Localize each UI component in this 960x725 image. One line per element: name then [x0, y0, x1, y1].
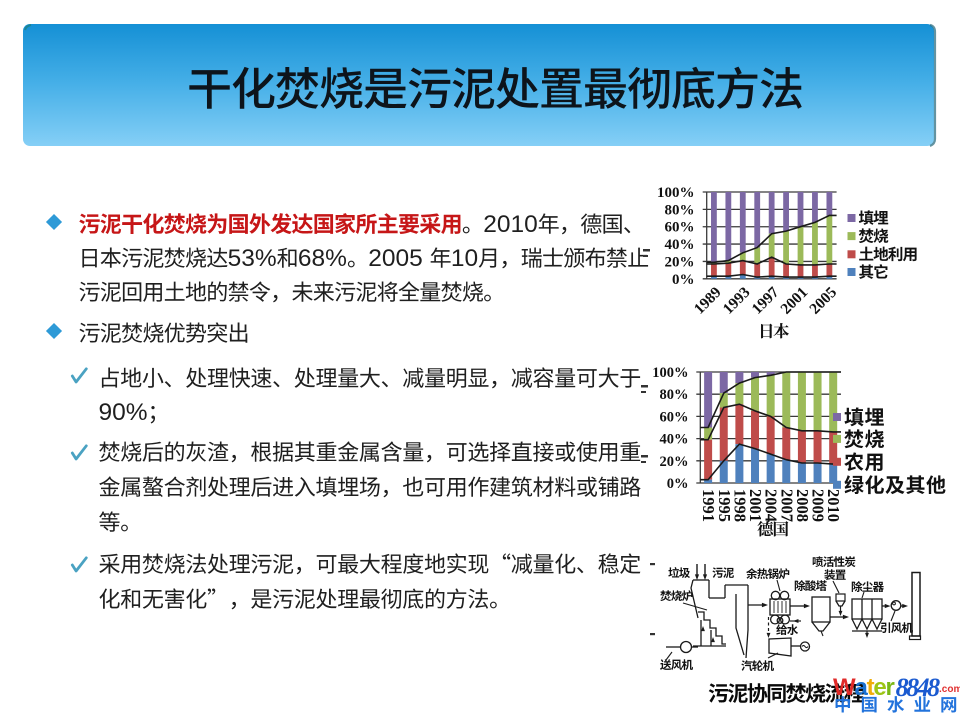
- svg-text:2005: 2005: [368, 245, 423, 272]
- svg-text:1997: 1997: [749, 284, 783, 318]
- svg-text:100%: 100%: [652, 365, 688, 381]
- svg-text:53%: 53%: [228, 245, 277, 272]
- svg-text:80%: 80%: [665, 202, 695, 218]
- svg-text:2009: 2009: [809, 489, 828, 522]
- svg-text:a: a: [854, 674, 868, 701]
- svg-text:1995: 1995: [715, 489, 734, 522]
- svg-text:8848: 8848: [896, 673, 941, 702]
- svg-text:r: r: [886, 674, 895, 701]
- svg-text:68%: 68%: [298, 245, 347, 272]
- svg-text:60%: 60%: [665, 220, 695, 236]
- svg-text:e: e: [873, 674, 886, 701]
- svg-text:80%: 80%: [660, 387, 689, 403]
- svg-text:100%: 100%: [657, 185, 695, 201]
- svg-text:.com: .com: [939, 684, 960, 695]
- svg-text:1991: 1991: [699, 489, 718, 522]
- svg-text:90%: 90%: [99, 399, 148, 426]
- svg-text:1998: 1998: [730, 489, 749, 522]
- svg-text:20%: 20%: [665, 254, 695, 270]
- svg-text:2001: 2001: [746, 489, 765, 522]
- svg-text:10: 10: [451, 245, 478, 272]
- svg-text:t: t: [867, 674, 875, 701]
- svg-text:0%: 0%: [667, 476, 689, 492]
- svg-text:2008: 2008: [793, 489, 812, 522]
- svg-text:2010: 2010: [824, 489, 843, 522]
- svg-text:1993: 1993: [720, 284, 754, 318]
- svg-text:2007: 2007: [777, 489, 796, 522]
- svg-text:2004: 2004: [762, 489, 781, 522]
- svg-text:40%: 40%: [665, 237, 695, 253]
- svg-text:0%: 0%: [672, 272, 695, 288]
- svg-text:20%: 20%: [660, 454, 689, 470]
- svg-text:40%: 40%: [660, 432, 689, 448]
- svg-text:2010: 2010: [483, 211, 538, 238]
- svg-text:2005: 2005: [806, 284, 840, 318]
- svg-text:2001: 2001: [777, 284, 811, 318]
- svg-text:1989: 1989: [691, 284, 725, 318]
- svg-text:60%: 60%: [660, 409, 689, 425]
- svg-text:W: W: [833, 674, 856, 701]
